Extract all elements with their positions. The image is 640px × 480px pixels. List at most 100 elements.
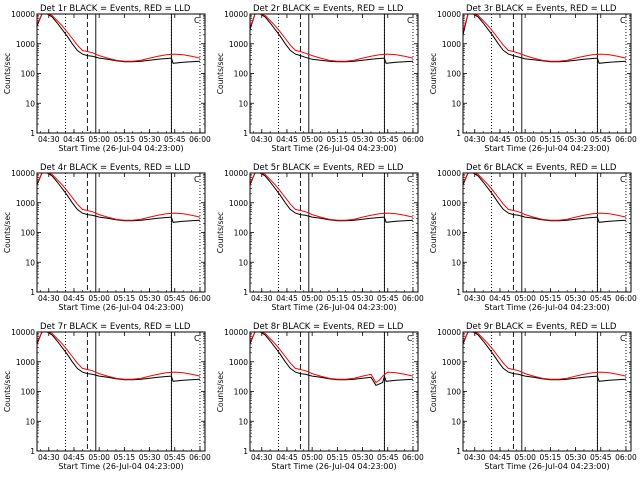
corner-label: C — [620, 334, 626, 343]
y-tick-label: 1000 — [229, 358, 248, 367]
y-tick-label: 100 — [234, 70, 249, 79]
x-axis-label: Start Time (26-Jul-04 04:23:00) — [58, 144, 183, 153]
y-tick-label: 10 — [238, 258, 248, 267]
x-tick-label: 05:30 — [565, 453, 587, 462]
series-group — [37, 332, 201, 382]
y-tick-label: 100 — [21, 229, 36, 238]
x-tick-label: 05:15 — [114, 135, 136, 144]
series-group — [250, 332, 414, 387]
y-tick-label: 10000 — [224, 328, 248, 337]
x-tick-label: 06:00 — [402, 453, 424, 462]
y-axis-label: Counts/sec — [3, 212, 12, 253]
y-tick-label: 1000 — [442, 40, 461, 49]
panel-title: Det 3r BLACK = Events, RED = LLD — [466, 4, 617, 14]
x-tick-label: 05:00 — [301, 294, 323, 303]
x-tick-label: 04:45 — [276, 453, 298, 462]
x-tick-label: 05:45 — [590, 453, 612, 462]
x-tick-label: 05:30 — [139, 294, 161, 303]
series-group — [463, 173, 627, 223]
y-tick-label: 1 — [456, 447, 461, 456]
y-axis-label: Counts/sec — [216, 53, 225, 94]
series-events — [463, 332, 627, 382]
panel-title: Det 6r BLACK = Events, RED = LLD — [466, 163, 617, 173]
x-tick-label: 04:30 — [251, 453, 273, 462]
panel-title: Det 8r BLACK = Events, RED = LLD — [253, 322, 404, 332]
series-group — [463, 332, 627, 382]
series-events — [250, 332, 414, 387]
x-axis-label: Start Time (26-Jul-04 04:23:00) — [58, 462, 183, 471]
corner-label: C — [194, 16, 200, 25]
y-tick-label: 1 — [30, 447, 35, 456]
y-tick-label: 1 — [243, 129, 248, 138]
y-axis-label: Counts/sec — [3, 53, 12, 94]
x-tick-label: 04:45 — [63, 294, 85, 303]
series-group — [250, 14, 414, 64]
y-tick-label: 100 — [447, 70, 462, 79]
x-axis-label: Start Time (26-Jul-04 04:23:00) — [271, 144, 396, 153]
y-tick-label: 1 — [243, 288, 248, 297]
corner-label: C — [620, 16, 626, 25]
series-lld — [250, 332, 414, 384]
corner-label: C — [407, 16, 413, 25]
y-tick-label: 10000 — [11, 10, 35, 19]
y-tick-label: 10000 — [224, 169, 248, 178]
detector-panel-1: Det 1r BLACK = Events, RED = LLD 1 10 100 10… — [3, 4, 211, 153]
series-events — [250, 14, 414, 64]
detector-panel-5: Det 5r BLACK = Events, RED = LLD 1 10 100 10… — [216, 163, 424, 312]
y-tick-label: 1000 — [229, 199, 248, 208]
x-tick-label: 06:00 — [189, 135, 211, 144]
y-tick-label: 1 — [30, 129, 35, 138]
y-tick-label: 1000 — [442, 199, 461, 208]
corner-label: C — [194, 175, 200, 184]
x-tick-label: 05:45 — [377, 135, 399, 144]
y-axis-label: Counts/sec — [429, 53, 438, 94]
x-axis-label: Start Time (26-Jul-04 04:23:00) — [58, 303, 183, 312]
series-lld — [250, 14, 414, 62]
x-tick-label: 06:00 — [402, 294, 424, 303]
series-events — [37, 14, 201, 64]
y-tick-label: 100 — [447, 229, 462, 238]
detector-panel-2: Det 2r BLACK = Events, RED = LLD 1 10 100 10… — [216, 4, 424, 153]
y-tick-label: 100 — [21, 70, 36, 79]
y-axis-label: Counts/sec — [429, 371, 438, 412]
y-tick-label: 1 — [456, 288, 461, 297]
series-events — [463, 173, 627, 223]
y-tick-label: 10 — [238, 99, 248, 108]
y-tick-label: 10 — [451, 99, 461, 108]
x-tick-label: 04:45 — [63, 453, 85, 462]
plot-frame — [249, 13, 419, 134]
plot-frame — [462, 13, 632, 134]
x-tick-label: 06:00 — [615, 135, 637, 144]
y-tick-label: 1000 — [229, 40, 248, 49]
x-tick-label: 05:00 — [88, 294, 110, 303]
plot-frame — [249, 172, 419, 293]
series-group — [463, 14, 627, 64]
x-tick-label: 05:00 — [88, 453, 110, 462]
x-axis-label: Start Time (26-Jul-04 04:23:00) — [484, 303, 609, 312]
y-tick-label: 100 — [447, 388, 462, 397]
x-tick-label: 05:15 — [327, 453, 349, 462]
x-tick-label: 04:30 — [464, 135, 486, 144]
x-tick-label: 05:30 — [352, 135, 374, 144]
y-axis-label: Counts/sec — [216, 212, 225, 253]
x-tick-label: 04:30 — [38, 453, 60, 462]
y-tick-label: 100 — [21, 388, 36, 397]
y-tick-label: 10000 — [11, 328, 35, 337]
x-tick-label: 05:30 — [565, 294, 587, 303]
x-tick-label: 05:45 — [164, 453, 186, 462]
y-tick-label: 10 — [25, 99, 35, 108]
y-axis-label: Counts/sec — [429, 212, 438, 253]
y-tick-label: 10000 — [437, 328, 461, 337]
series-lld — [463, 14, 627, 62]
x-tick-label: 05:45 — [590, 294, 612, 303]
x-tick-label: 05:15 — [540, 135, 562, 144]
y-tick-label: 10 — [25, 258, 35, 267]
x-tick-label: 05:30 — [139, 453, 161, 462]
plot-frame — [249, 331, 419, 452]
x-tick-label: 04:30 — [464, 294, 486, 303]
plot-frame — [462, 172, 632, 293]
x-tick-label: 04:30 — [251, 135, 273, 144]
x-tick-label: 05:30 — [139, 135, 161, 144]
plot-frame — [36, 172, 206, 293]
x-axis-label: Start Time (26-Jul-04 04:23:00) — [484, 144, 609, 153]
